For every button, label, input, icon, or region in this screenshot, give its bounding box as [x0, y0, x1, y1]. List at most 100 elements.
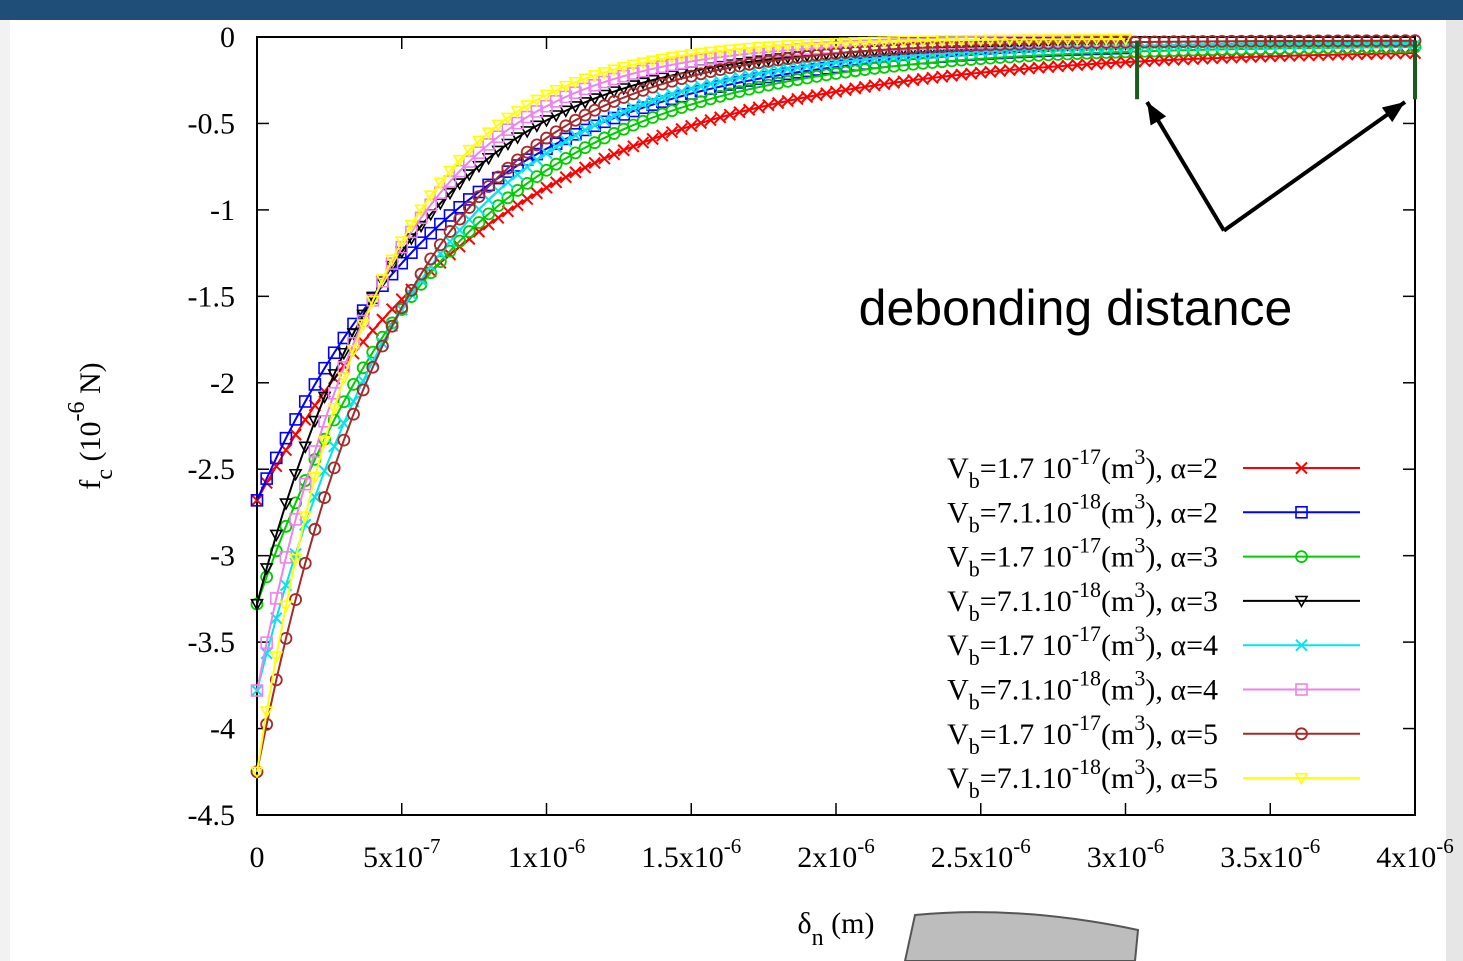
- series-point: [791, 92, 804, 106]
- series-point: [713, 60, 728, 74]
- series-point: [791, 73, 804, 87]
- legend-label: Vb=1.7 10-17(m3), α=2: [947, 444, 1218, 493]
- series-point: [1167, 53, 1180, 67]
- series-point: [520, 126, 535, 139]
- series-point: [569, 146, 582, 160]
- series-point: [414, 236, 428, 249]
- series-point: [627, 67, 640, 80]
- series-point: [549, 125, 563, 139]
- series-point: [636, 136, 650, 149]
- series-point: [1022, 34, 1036, 47]
- series-point: [270, 459, 283, 473]
- x-tick-label: 2.5x10-6: [931, 834, 1031, 874]
- series-point: [1177, 35, 1190, 49]
- series-point: [501, 161, 515, 175]
- series-point: [887, 42, 901, 56]
- series-point: [839, 65, 853, 79]
- plot-frame: [256, 36, 1416, 816]
- legend-entry: Vb=7.1.10-18(m3), α=4: [947, 666, 1360, 715]
- legend-label: Vb=7.1.10-18(m3), α=3: [947, 577, 1218, 626]
- series-point: [472, 160, 486, 174]
- series-point: [684, 55, 698, 68]
- series-point: [771, 76, 785, 90]
- series-point: [742, 56, 757, 69]
- series-point: [491, 170, 505, 184]
- series-point: [694, 53, 708, 67]
- series-point: [722, 59, 737, 72]
- series-point: [751, 55, 766, 68]
- legend-label: Vb=1.7 10-17(m3), α=3: [947, 533, 1218, 582]
- series-point: [530, 170, 544, 184]
- series-point: [1215, 34, 1229, 48]
- series-point: [376, 339, 389, 353]
- series-point: [607, 64, 621, 77]
- series-point: [443, 248, 457, 261]
- y-tick-label: -0.5: [188, 107, 236, 140]
- series-point: [751, 42, 766, 55]
- series-point: [414, 220, 428, 234]
- series-point: [791, 51, 804, 64]
- y-axis-label-group: fc (10-6 N): [64, 362, 118, 489]
- y-tick-label: 0: [220, 21, 235, 54]
- series-point: [501, 191, 515, 205]
- series-point: [558, 105, 573, 118]
- series-7: [250, 34, 1422, 779]
- x-tick-label: 3.5x10-6: [1220, 834, 1320, 874]
- series-point: [530, 187, 544, 200]
- series-point: [645, 55, 660, 68]
- x-tick-label: 2x10-6: [797, 834, 875, 874]
- series-point: [511, 198, 524, 212]
- series-point: [848, 37, 863, 50]
- series-point: [762, 78, 775, 92]
- series-point: [1099, 57, 1113, 70]
- series-point: [549, 85, 564, 98]
- series-point: [289, 513, 302, 526]
- series-point: [820, 41, 833, 54]
- x-tick-label: 4x10-6: [1376, 834, 1454, 874]
- series-point: [453, 212, 467, 226]
- series-point: [568, 76, 583, 90]
- series-point: [559, 170, 573, 184]
- series-point: [915, 35, 930, 48]
- series-point: [260, 636, 273, 650]
- series-point: [781, 52, 795, 66]
- series-point: [897, 58, 910, 72]
- legend-swatch-marker: [1295, 638, 1308, 652]
- series-point: [481, 127, 496, 140]
- series-point: [375, 274, 390, 287]
- series-point: [1186, 35, 1200, 48]
- series-point: [848, 64, 862, 78]
- legend-swatch-marker: [1294, 595, 1309, 609]
- series-point: [945, 54, 959, 68]
- series-point: [530, 153, 544, 167]
- series-point: [260, 717, 274, 731]
- series-point: [365, 292, 380, 305]
- series-point: [1254, 34, 1267, 48]
- series-point: [569, 166, 582, 179]
- left-margin-strip: [0, 20, 10, 961]
- series-point: [616, 83, 631, 96]
- series-point: [463, 213, 476, 226]
- series-point: [868, 44, 881, 57]
- series-point: [289, 413, 302, 426]
- series-point: [395, 301, 409, 315]
- series-point: [569, 129, 582, 142]
- series-point: [482, 180, 496, 193]
- series-point: [279, 431, 293, 445]
- series-point: [327, 369, 342, 382]
- arrow-head: [1147, 102, 1167, 126]
- y-tick-label: -4.5: [188, 799, 236, 832]
- series-point: [665, 88, 679, 101]
- series-point: [578, 97, 592, 110]
- series-point: [269, 529, 284, 542]
- series-point: [906, 57, 920, 71]
- legend-entry: Vb=7.1.10-18(m3), α=5: [947, 754, 1360, 803]
- series-point: [1119, 35, 1132, 49]
- legend-label: Vb=7.1.10-18(m3), α=2: [947, 488, 1218, 537]
- series-point: [452, 178, 467, 191]
- series-point: [250, 494, 264, 507]
- series-point: [887, 36, 901, 49]
- series-point: [308, 522, 322, 536]
- series-point: [887, 59, 901, 73]
- series-point: [356, 374, 370, 388]
